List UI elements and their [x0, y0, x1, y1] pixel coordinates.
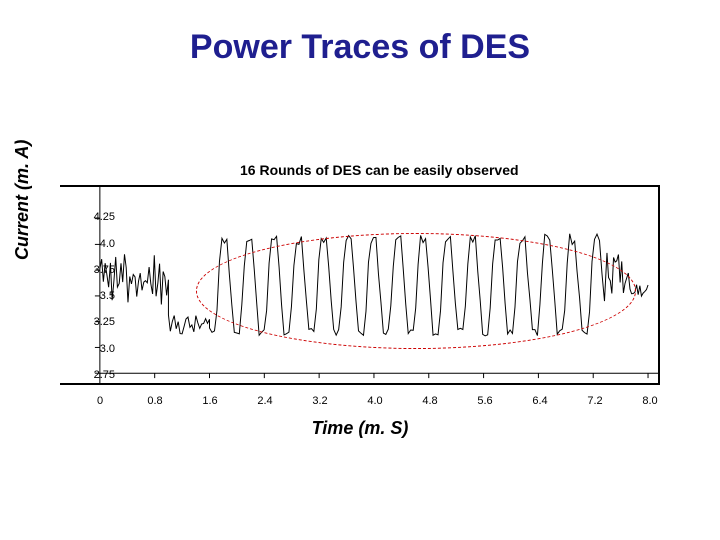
x-tick-label: 8.0 — [642, 395, 657, 407]
highlight-ellipse — [196, 233, 636, 349]
x-tick-label: 1.6 — [202, 395, 217, 407]
x-tick-label: 2.4 — [257, 395, 272, 407]
x-tick-label: 6.4 — [532, 395, 547, 407]
x-tick-label: 0 — [97, 395, 103, 407]
x-axis-label: Time (m. S) — [0, 418, 720, 439]
x-tick-label: 7.2 — [587, 395, 602, 407]
y-tick-label: 4.25 — [75, 211, 115, 223]
caption-text: 16 Rounds of DES can be easily observed — [240, 162, 519, 178]
x-tick-label: 0.8 — [147, 395, 162, 407]
y-tick-label: 4.0 — [75, 238, 115, 250]
x-tick-label: 3.2 — [312, 395, 327, 407]
y-axis-label: Current (m. A) — [12, 140, 33, 260]
y-tick-label: 3.25 — [75, 316, 115, 328]
x-tick-label: 4.0 — [367, 395, 382, 407]
y-tick-label: 3.0 — [75, 343, 115, 355]
y-tick-label: 3.5 — [75, 290, 115, 302]
y-tick-label: 3.75 — [75, 264, 115, 276]
x-tick-label: 5.6 — [477, 395, 492, 407]
x-tick-label: 4.8 — [422, 395, 437, 407]
y-tick-label: 2.75 — [75, 369, 115, 381]
slide-title: Power Traces of DES — [0, 28, 720, 67]
